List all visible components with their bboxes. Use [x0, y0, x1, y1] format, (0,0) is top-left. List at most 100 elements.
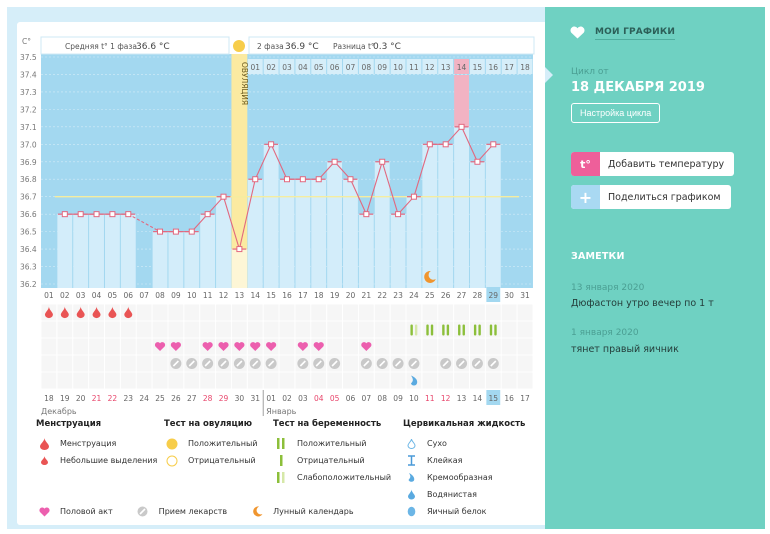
phase2-day-cell: [279, 59, 295, 74]
symptom-cell: [263, 372, 279, 389]
moon-icon: [249, 506, 265, 517]
calendar-date-label: 09: [393, 394, 403, 403]
symptom-cell: [152, 304, 168, 321]
y-axis-unit: C°: [22, 37, 31, 46]
legend-pregnancy-test: Тест на беременность Положительный Отриц…: [273, 419, 391, 486]
legend-title: Менструация: [36, 419, 102, 429]
pill-stripe: [410, 360, 418, 367]
double-bar-icon: [273, 438, 289, 449]
phase2-value: 36.9 °C: [285, 42, 319, 52]
symptom-cell: [73, 321, 89, 338]
temperature-point: [188, 228, 195, 235]
add-temperature-button[interactable]: t° Добавить температуру: [571, 152, 735, 176]
month-label: Январь: [266, 407, 296, 416]
temperature-point: [363, 211, 370, 218]
pregnancy-test-bar: [426, 324, 429, 336]
symptom-cell: [73, 355, 89, 372]
cycle-day-label: 02: [60, 291, 70, 300]
heart-icon: [234, 342, 245, 351]
temperature-bar: [454, 126, 469, 288]
symptom-cell: [485, 321, 501, 338]
cycle-day-label: 17: [298, 291, 308, 300]
cycle-day-label: 16: [282, 291, 292, 300]
symptom-cell: [295, 372, 311, 389]
temperature-bar: [358, 214, 374, 288]
phase2-day-label: 08: [362, 63, 372, 72]
share-chart-button[interactable]: + Поделиться графиком: [571, 185, 731, 209]
legend-title: Цервикальная жидкость: [403, 419, 526, 429]
symptom-cell: [406, 321, 422, 338]
pill-stripe: [315, 360, 322, 367]
cycle-day-label: 06: [124, 291, 134, 300]
symptom-cell: [152, 372, 168, 389]
weak-bar-icon: [273, 472, 289, 483]
symptom-cell: [485, 338, 501, 355]
calendar-date-label: 16: [504, 394, 514, 403]
dry-drop-icon: [403, 438, 419, 449]
calendar-date-label: 31: [250, 394, 260, 403]
symptom-cell: [438, 338, 454, 355]
symptom-cell: [120, 338, 136, 355]
pregnancy-test-bar: [458, 324, 461, 336]
pregnancy-test-bar: [478, 324, 481, 336]
pill-stripe: [395, 360, 402, 367]
symptom-cell: [343, 355, 358, 372]
symptom-cell: [358, 304, 374, 321]
cycle-day-label: 11: [203, 291, 213, 300]
symptom-cell: [422, 321, 438, 338]
symptom-cell: [168, 304, 184, 321]
pill-stripe: [474, 360, 481, 367]
symptom-cell: [57, 321, 73, 338]
pregnancy-test-bar: [430, 324, 434, 336]
phase2-header: [248, 36, 535, 55]
symptom-cell: [374, 304, 390, 321]
symptom-cell: [104, 338, 120, 355]
my-charts-link[interactable]: МОИ ГРАФИКИ: [570, 24, 676, 43]
note-date: 13 января 2020: [571, 283, 645, 293]
temperature-point: [204, 211, 211, 218]
cycle-day-label: 21: [362, 291, 372, 300]
temperature-bar: [485, 144, 501, 288]
calendar-date-label: 23: [124, 394, 134, 403]
diff-value: 0.3 °C: [373, 42, 401, 52]
symptom-cell: [231, 321, 247, 338]
note-text[interactable]: Дюфастон утро вечер по 1 т: [571, 298, 714, 309]
temperature-line: [365, 161, 383, 215]
calendar-date-label: 08: [377, 394, 387, 403]
temperature-bar: [374, 161, 390, 288]
calendar-date-label: 17: [520, 394, 530, 403]
symptom-cell: [152, 355, 168, 372]
temperature-bar: [247, 179, 263, 288]
temperature-point: [458, 123, 465, 130]
y-tick-label: 37.0: [20, 140, 37, 149]
symptom-cell: [120, 321, 136, 338]
legend-item: Половой акт: [60, 507, 113, 516]
cycle-settings-button[interactable]: Настройка цикла: [571, 103, 661, 123]
symptom-cell: [469, 338, 485, 355]
legend-title: Тест на овуляцию: [164, 419, 253, 429]
symptom-cell: [343, 338, 358, 355]
y-tick-label: 37.5: [20, 53, 37, 62]
pill-stripe: [236, 360, 243, 367]
calendar-date-label: 27: [187, 394, 197, 403]
symptom-cell: [184, 304, 200, 321]
cycle-day-label: 26: [441, 291, 451, 300]
phase2-day-label: 14: [457, 63, 467, 72]
symptom-cell: [216, 321, 231, 338]
symptom-cell: [184, 338, 200, 355]
calendar-date-label: 15: [489, 394, 499, 403]
heart-icon: [170, 342, 181, 351]
calendar-date-label: 22: [108, 394, 118, 403]
temperature-bar: [327, 161, 343, 288]
symptom-cell: [104, 355, 120, 372]
symptom-cell: [168, 372, 184, 389]
symptom-cell: [374, 338, 390, 355]
symptom-cell: [73, 372, 89, 389]
symptom-cell: [216, 304, 231, 321]
phase2-day-cell: [263, 59, 279, 74]
symptom-cell: [390, 321, 406, 338]
note-text[interactable]: тянет правый яичник: [571, 344, 679, 355]
phase1-header: [40, 36, 230, 55]
diff-label: Разница t°: [333, 42, 375, 51]
temperature-line: [461, 126, 478, 162]
